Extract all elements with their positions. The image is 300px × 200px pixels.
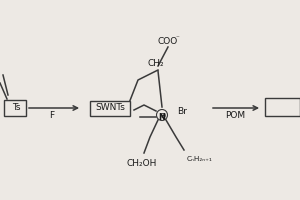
Text: COO: COO [158, 38, 178, 46]
Text: Ts: Ts [12, 104, 20, 112]
Text: CₙH₂ₙ₊₁: CₙH₂ₙ₊₁ [187, 156, 213, 162]
Bar [90, 100, 130, 116]
Text: N: N [158, 112, 166, 121]
Text: CH₂OH: CH₂OH [127, 158, 157, 167]
Text: SWNTs: SWNTs [95, 104, 125, 112]
Text: Br: Br [177, 108, 187, 116]
Text: F: F [50, 110, 55, 119]
Text: POM: POM [225, 112, 245, 120]
Text: ⊕: ⊕ [159, 110, 165, 119]
Text: CH₂: CH₂ [148, 60, 164, 68]
Bar [4, 100, 26, 116]
Bar [265, 98, 300, 116]
Text: ⁻: ⁻ [175, 35, 179, 41]
